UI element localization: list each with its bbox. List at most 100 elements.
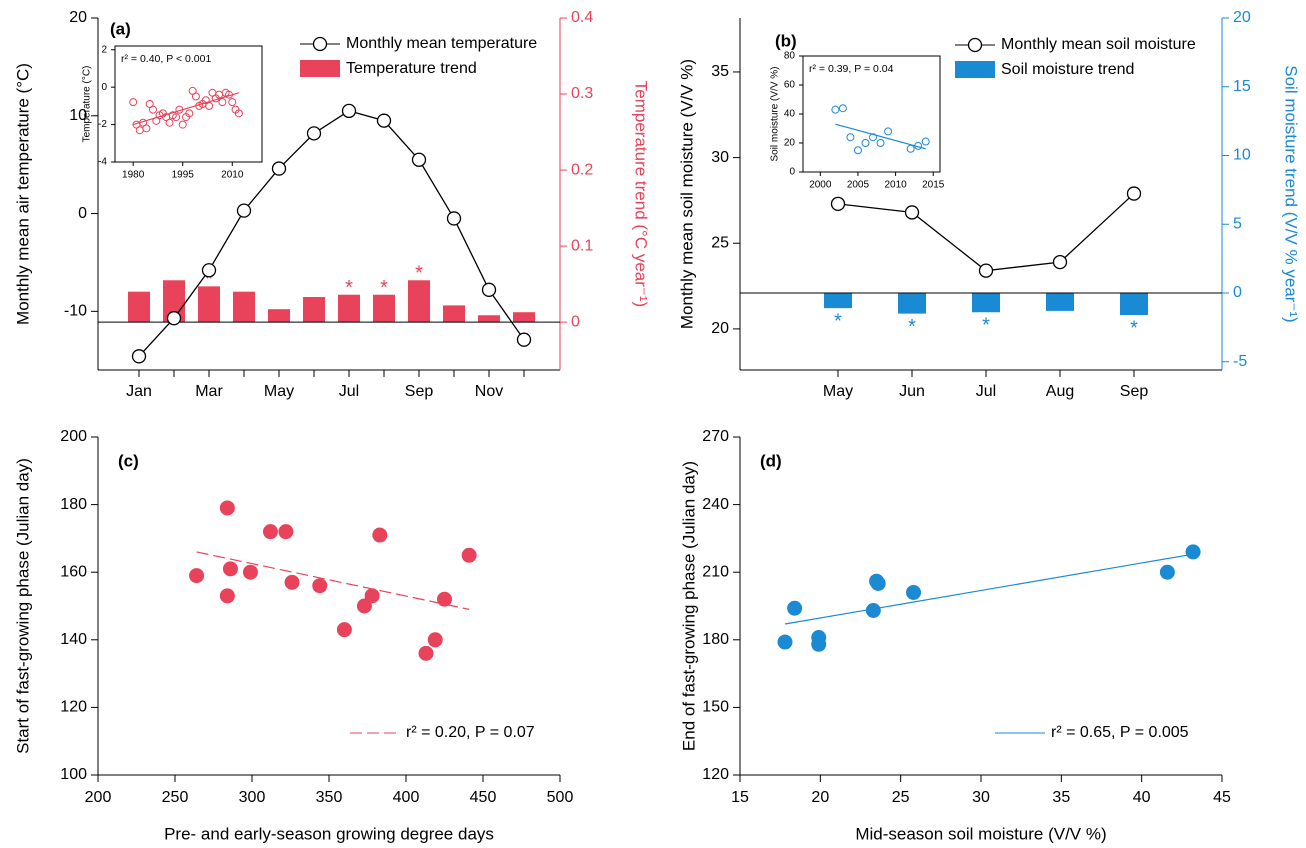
point bbox=[175, 105, 184, 114]
point bbox=[437, 591, 452, 607]
x-tick-label: 300 bbox=[239, 789, 266, 806]
bar bbox=[268, 309, 290, 323]
y-tick-label: -2 bbox=[98, 119, 107, 130]
y2-tick-label: 0.2 bbox=[571, 161, 593, 178]
y-tick-label: 210 bbox=[702, 563, 729, 580]
point bbox=[906, 584, 922, 600]
inset-frame bbox=[802, 55, 941, 173]
point bbox=[787, 600, 803, 616]
x-tick-label: 400 bbox=[393, 789, 420, 806]
y2-axis-label: Soil moisture trend (V/V % year⁻¹) bbox=[1282, 65, 1301, 322]
y2-tick-label: 0 bbox=[571, 313, 580, 330]
bar bbox=[338, 294, 360, 323]
x-tick-label: 2005 bbox=[847, 180, 870, 191]
point bbox=[201, 263, 217, 278]
point bbox=[446, 211, 462, 226]
significance-marker: * bbox=[982, 315, 990, 337]
y-tick-label: -10 bbox=[64, 303, 87, 320]
legend-label: Soil moisture trend bbox=[1001, 61, 1134, 78]
legend-swatch bbox=[955, 61, 995, 78]
point bbox=[906, 144, 915, 153]
point bbox=[481, 282, 497, 297]
bar bbox=[233, 291, 255, 323]
significance-marker: * bbox=[345, 277, 353, 299]
point bbox=[306, 126, 322, 141]
y-tick-label: 35 bbox=[711, 63, 729, 80]
point bbox=[364, 588, 380, 604]
y2-tick-label: 15 bbox=[1233, 78, 1251, 95]
y-axis-label: Monthly mean soil moisture (V/V %) bbox=[677, 59, 696, 329]
y-tick-label: 120 bbox=[60, 699, 87, 716]
line bbox=[138, 110, 525, 357]
y2-tick-label: 0.1 bbox=[571, 237, 593, 254]
x-tick-label: Nov bbox=[475, 383, 503, 400]
x-axis-label: Pre- and early-season growing degree day… bbox=[164, 824, 494, 843]
x-tick-label: May bbox=[823, 383, 853, 400]
point bbox=[427, 632, 443, 648]
y-tick-label: 180 bbox=[60, 496, 87, 513]
y-tick-label: 60 bbox=[784, 80, 796, 91]
significance-marker: * bbox=[205, 269, 213, 291]
fit-label: r² = 0.20, P = 0.07 bbox=[406, 724, 535, 741]
legend-label: Monthly mean temperature bbox=[346, 35, 537, 52]
x-tick-label: 2010 bbox=[884, 180, 907, 191]
point bbox=[178, 120, 187, 129]
point bbox=[461, 547, 477, 563]
point bbox=[166, 311, 182, 326]
point bbox=[516, 332, 532, 347]
y-tick-label: 25 bbox=[711, 234, 729, 251]
x-tick-label: 450 bbox=[470, 789, 497, 806]
inset-frame bbox=[114, 45, 263, 163]
bar bbox=[1120, 293, 1148, 315]
point bbox=[904, 205, 920, 220]
bar bbox=[373, 294, 395, 323]
point bbox=[831, 105, 840, 114]
point bbox=[869, 133, 878, 142]
line bbox=[837, 193, 1135, 272]
point bbox=[418, 645, 434, 661]
panel-label: (b) bbox=[775, 31, 797, 50]
legend-swatch bbox=[300, 60, 340, 77]
point bbox=[884, 127, 893, 136]
point bbox=[148, 105, 157, 114]
point bbox=[336, 622, 352, 638]
point bbox=[142, 124, 151, 133]
x-tick-label: 35 bbox=[1052, 789, 1070, 806]
x-tick-label: Jul bbox=[976, 383, 996, 400]
y-tick-label: 80 bbox=[784, 51, 796, 62]
point bbox=[914, 141, 923, 150]
significance-marker: * bbox=[380, 277, 388, 299]
panel-label: (a) bbox=[110, 19, 131, 38]
y-tick-label: 180 bbox=[702, 631, 729, 648]
point bbox=[1185, 544, 1201, 560]
y-tick-label: 120 bbox=[702, 766, 729, 783]
x-tick-label: Aug bbox=[1046, 383, 1074, 400]
panel-label: (c) bbox=[118, 451, 139, 470]
point bbox=[341, 103, 357, 119]
y-tick-label: 200 bbox=[60, 428, 87, 445]
y-tick-label: 2 bbox=[101, 44, 107, 55]
y-tick-label: 160 bbox=[60, 563, 87, 580]
fit-line bbox=[835, 123, 926, 150]
point bbox=[185, 109, 194, 118]
point bbox=[271, 161, 287, 176]
y-tick-label: 40 bbox=[784, 109, 796, 120]
significance-marker: * bbox=[834, 310, 842, 332]
x-tick-label: 1995 bbox=[172, 170, 195, 181]
point bbox=[205, 101, 214, 110]
bar bbox=[898, 293, 926, 314]
y-axis-label: Temperature (°C) bbox=[82, 66, 93, 143]
point bbox=[312, 578, 328, 594]
point bbox=[861, 139, 870, 147]
y-axis-label: End of fast-growing phase (Julian day) bbox=[679, 461, 698, 751]
fit-line bbox=[196, 551, 470, 610]
significance-marker: * bbox=[1130, 317, 1138, 339]
y-tick-label: 0 bbox=[101, 82, 107, 93]
x-tick-label: 250 bbox=[162, 789, 189, 806]
point bbox=[224, 90, 233, 99]
point bbox=[1052, 254, 1068, 270]
x-tick-label: 30 bbox=[972, 789, 990, 806]
y-tick-label: 100 bbox=[60, 766, 87, 783]
bar bbox=[408, 280, 430, 323]
bar bbox=[128, 291, 150, 323]
